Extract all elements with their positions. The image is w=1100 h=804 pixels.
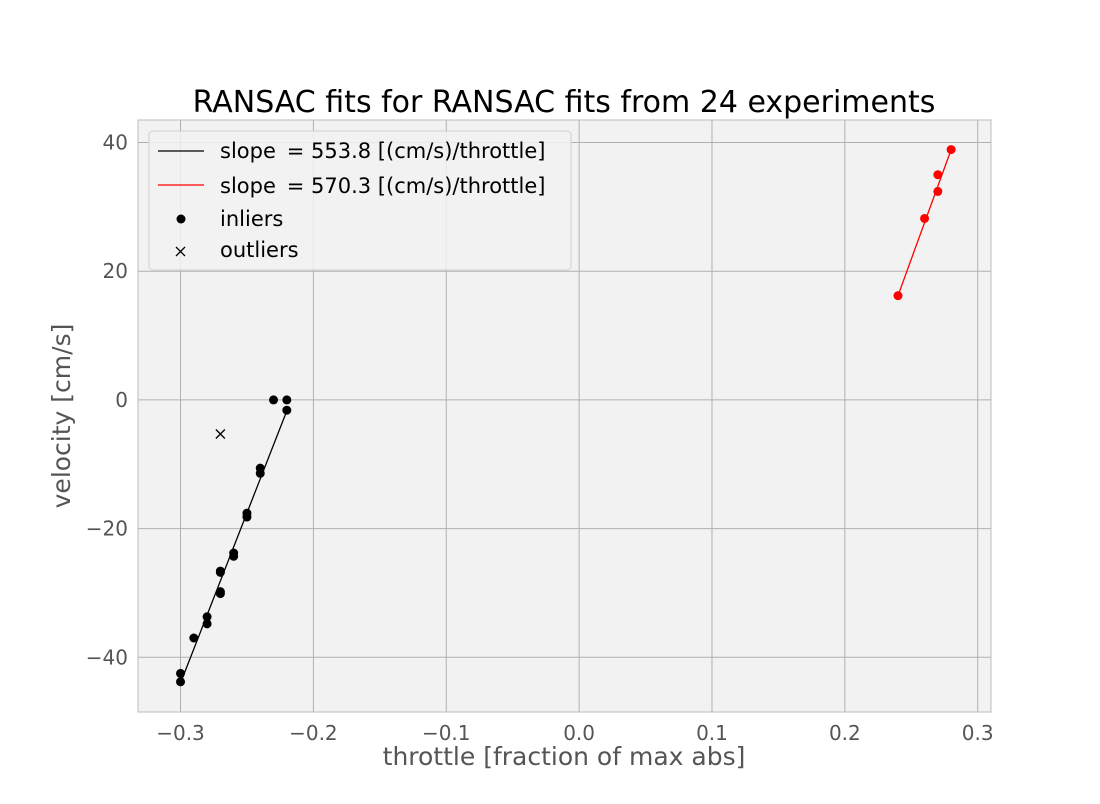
legend-box (148, 130, 572, 271)
x-tick-label: 0.3 (962, 721, 994, 745)
series-3 (893, 145, 956, 301)
series-layer (176, 145, 956, 687)
inlier-point (189, 633, 199, 643)
inlier-point (176, 668, 186, 678)
x-tick-label: −0.1 (422, 721, 471, 745)
inlier-point (202, 612, 212, 622)
inlier-point (933, 186, 943, 196)
legend-label-fit-1: slope = 553.8 [(cm/s)/throttle] (220, 139, 545, 163)
y-tick-label: 20 (103, 259, 128, 283)
y-axis-ticks: −40 −20 0 20 40 (86, 131, 128, 670)
y-tick-label: 40 (103, 131, 128, 155)
y-tick-label: −40 (86, 645, 128, 669)
inlier-point (229, 551, 239, 561)
inlier-point (946, 145, 956, 155)
inlier-point (920, 213, 930, 223)
inlier-point (255, 468, 265, 478)
x-axis-ticks: −0.3 −0.2 −0.1 0.0 0.1 0.2 0.3 (156, 721, 993, 745)
inlier-point (215, 566, 225, 576)
legend-marker-outliers (175, 246, 186, 257)
inlier-point (215, 589, 225, 599)
legend: slope = 553.8 [(cm/s)/throttle] slope = … (148, 130, 572, 271)
x-tick-label: 0.1 (696, 721, 728, 745)
x-tick-label: −0.2 (289, 721, 338, 745)
chart-title: RANSAC fits for RANSAC fits from 24 expe… (193, 85, 936, 120)
inlier-point (282, 405, 292, 415)
series-4 (215, 429, 226, 439)
inlier-point (282, 395, 292, 405)
x-tick-label: 0.2 (829, 721, 861, 745)
x-tick-label: −0.3 (156, 721, 205, 745)
legend-label-outliers: outliers (220, 238, 299, 262)
inlier-point (242, 512, 252, 522)
grid (138, 120, 991, 712)
y-tick-label: −20 (86, 517, 128, 541)
series-2 (176, 395, 292, 687)
inlier-point (202, 619, 212, 629)
inlier-point (269, 395, 279, 405)
y-tick-label: 0 (115, 388, 128, 412)
outlier-point (215, 429, 226, 439)
inlier-point (176, 677, 186, 687)
legend-label-fit-2: slope = 570.3 [(cm/s)/throttle] (220, 174, 545, 198)
legend-label-inliers: inliers (220, 207, 283, 231)
inlier-point (893, 291, 903, 301)
inlier-point (933, 170, 943, 180)
y-axis-label: velocity [cm/s] (47, 324, 76, 509)
x-tick-label: 0.0 (563, 721, 595, 745)
x-axis-label: throttle [fraction of max abs] (383, 742, 746, 771)
legend-marker-inliers (176, 214, 186, 224)
